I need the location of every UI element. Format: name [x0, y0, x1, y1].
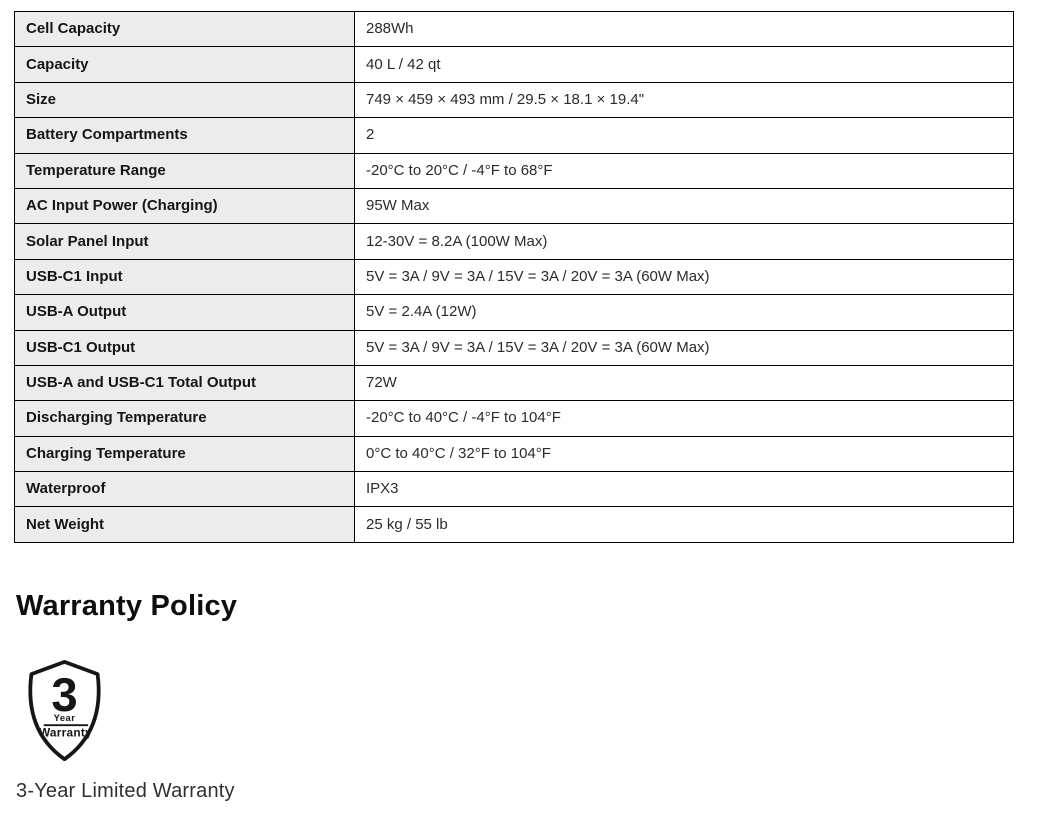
table-row: Discharging Temperature -20°C to 40°C / … — [14, 400, 1014, 437]
shield-icon: 3 Year Warranty — [28, 659, 101, 761]
spec-value: 288Wh — [354, 10, 1014, 48]
table-row: Size 749 × 459 × 493 mm / 29.5 × 18.1 × … — [14, 81, 1014, 119]
table-row: Solar Panel Input 12-30V = 8.2A (100W Ma… — [14, 223, 1014, 260]
warranty-caption: 3-Year Limited Warranty — [16, 779, 235, 802]
spec-label: USB-A and USB-C1 Total Output — [14, 364, 355, 402]
spec-label: Discharging Temperature — [14, 400, 355, 437]
table-row: Temperature Range -20°C to 20°C / -4°F t… — [14, 152, 1014, 189]
badge-number-text: 3 — [51, 669, 77, 722]
table-row: USB-C1 Input 5V = 3A / 9V = 3A / 15V = 3… — [14, 258, 1014, 296]
spec-value: -20°C to 40°C / -4°F to 104°F — [354, 400, 1014, 437]
spec-value: 5V = 3A / 9V = 3A / 15V = 3A / 20V = 3A … — [354, 258, 1014, 296]
warranty-policy-heading: Warranty Policy — [16, 589, 238, 622]
spec-value: 5V = 2.4A (12W) — [354, 294, 1014, 331]
spec-label: USB-C1 Input — [14, 258, 355, 296]
table-row: Net Weight 25 kg / 55 lb — [14, 506, 1014, 543]
table-row: USB-C1 Output 5V = 3A / 9V = 3A / 15V = … — [14, 329, 1014, 366]
spec-value: 749 × 459 × 493 mm / 29.5 × 18.1 × 19.4" — [354, 81, 1014, 119]
spec-label: Cell Capacity — [14, 10, 355, 48]
spec-label: Charging Temperature — [14, 435, 355, 473]
table-row: Capacity 40 L / 42 qt — [14, 46, 1014, 83]
spec-label: Temperature Range — [14, 152, 355, 189]
spec-value: 25 kg / 55 lb — [354, 506, 1014, 543]
spec-label: Battery Compartments — [14, 117, 355, 154]
spec-value: 2 — [354, 117, 1014, 154]
spec-value: 0°C to 40°C / 32°F to 104°F — [354, 435, 1014, 473]
table-row: AC Input Power (Charging) 95W Max — [14, 187, 1014, 225]
spec-label: Size — [14, 81, 355, 119]
spec-label: USB-C1 Output — [14, 329, 355, 366]
spec-label: AC Input Power (Charging) — [14, 187, 355, 225]
spec-value: 40 L / 42 qt — [354, 46, 1014, 83]
spec-value: IPX3 — [354, 471, 1014, 508]
spec-label: Net Weight — [14, 506, 355, 543]
product-spec-page: Cell Capacity 288Wh Capacity 40 L / 42 q… — [14, 10, 1014, 802]
table-row: Waterproof IPX3 — [14, 471, 1014, 508]
badge-year-text: Year — [54, 713, 76, 724]
warranty-badge: 3 Year Warranty — [17, 659, 112, 763]
table-row: Battery Compartments 2 — [14, 117, 1014, 154]
spec-label: Solar Panel Input — [14, 223, 355, 260]
spec-value: -20°C to 20°C / -4°F to 68°F — [354, 152, 1014, 189]
spec-value: 5V = 3A / 9V = 3A / 15V = 3A / 20V = 3A … — [354, 329, 1014, 366]
spec-label: Waterproof — [14, 471, 355, 508]
spec-value: 95W Max — [354, 187, 1014, 225]
table-row: USB-A Output 5V = 2.4A (12W) — [14, 294, 1014, 331]
table-row: USB-A and USB-C1 Total Output 72W — [14, 364, 1014, 402]
table-row: Cell Capacity 288Wh — [14, 10, 1014, 48]
specs-table-body: Cell Capacity 288Wh Capacity 40 L / 42 q… — [14, 10, 1014, 543]
spec-value: 12-30V = 8.2A (100W Max) — [354, 223, 1014, 260]
table-row: Charging Temperature 0°C to 40°C / 32°F … — [14, 435, 1014, 473]
spec-label: Capacity — [14, 46, 355, 83]
spec-label: USB-A Output — [14, 294, 355, 331]
spec-value: 72W — [354, 364, 1014, 402]
specs-table: Cell Capacity 288Wh Capacity 40 L / 42 q… — [14, 10, 1014, 543]
badge-warranty-text: Warranty — [39, 725, 92, 739]
